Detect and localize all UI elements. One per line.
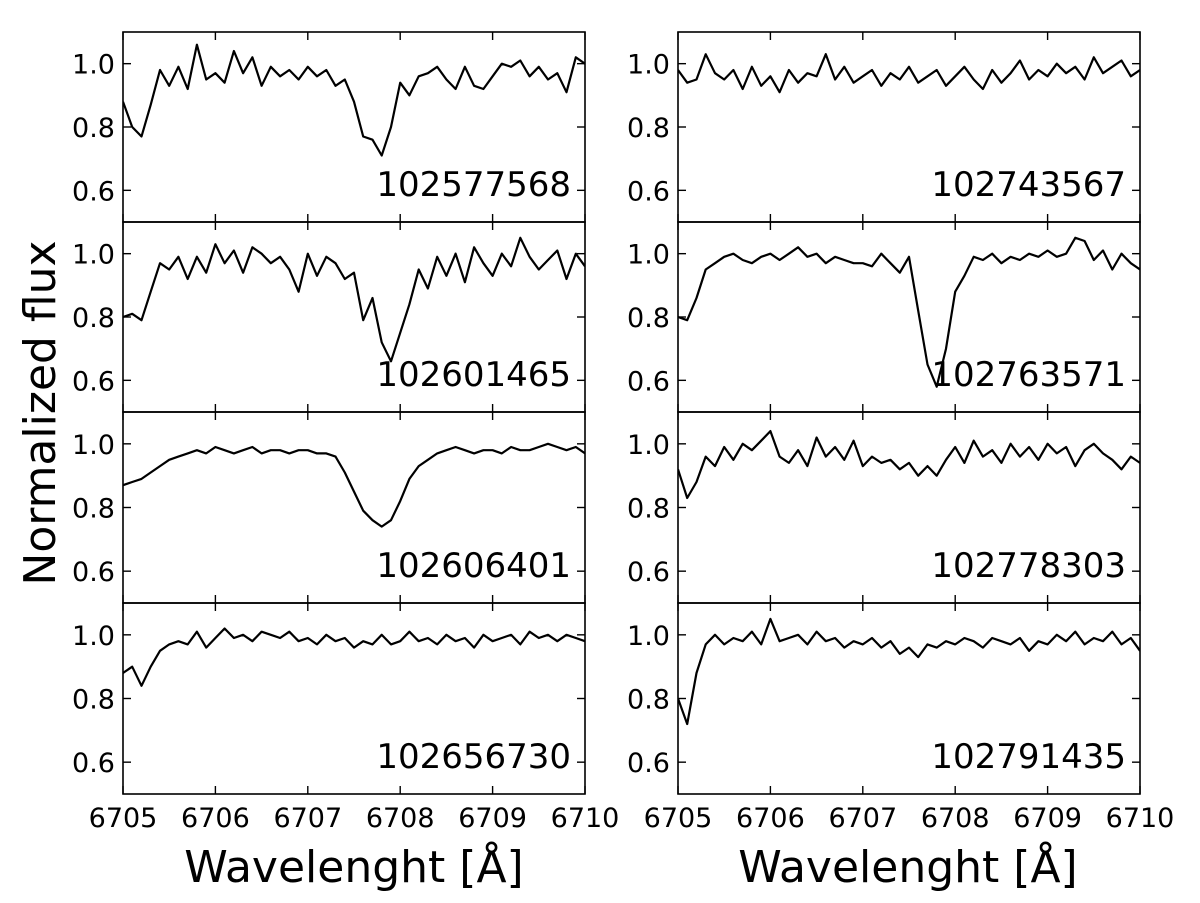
y-tick-label: 0.6 xyxy=(627,366,670,397)
y-tick-label: 0.6 xyxy=(627,748,670,779)
x-tick-label: 6708 xyxy=(366,803,435,834)
x-tick-label: 6710 xyxy=(1106,803,1175,834)
spectrum-line-102577568 xyxy=(123,43,585,157)
panel-label: 102743567 xyxy=(931,165,1126,205)
spectrum-line-102743567 xyxy=(678,53,1140,94)
y-tick-label: 0.8 xyxy=(72,303,115,334)
y-tick-label: 1.0 xyxy=(72,621,115,652)
spectrum-panel-102577568: 0.6 0.8 1.0 102577568 xyxy=(72,31,586,223)
x-tick-label: 6706 xyxy=(736,803,805,834)
y-tick-label: 0.6 xyxy=(72,748,115,779)
y-tick-label: 1.0 xyxy=(627,621,670,652)
x-tick-label: 6707 xyxy=(828,803,897,834)
spectrum-line-102601465 xyxy=(123,236,585,363)
y-tick-label: 0.8 xyxy=(627,685,670,716)
spectrum-line-102656730 xyxy=(123,627,585,687)
y-tick-label: 0.8 xyxy=(627,303,670,334)
x-tick-label: 6705 xyxy=(89,803,158,834)
spectrum-line-102763571 xyxy=(678,236,1140,388)
y-tick-label: 0.8 xyxy=(72,113,115,144)
x-tick-label: 6710 xyxy=(551,803,620,834)
panel-label: 102656730 xyxy=(376,737,571,777)
spectrum-line-102778303 xyxy=(678,430,1140,500)
x-tick-label: 6709 xyxy=(458,803,527,834)
x-tick-label: 6706 xyxy=(181,803,250,834)
x-tick-label: 6708 xyxy=(921,803,990,834)
spectrum-panel-102791435: 0.6 0.8 1.0 6705 6706 6707 6708 6709 6710 1027914… xyxy=(627,602,1175,834)
y-tick-label: 0.6 xyxy=(72,366,115,397)
y-tick-label: 0.8 xyxy=(72,494,115,525)
y-tick-label: 1.0 xyxy=(72,430,115,461)
x-tick-label: 6707 xyxy=(273,803,342,834)
y-tick-label: 0.6 xyxy=(627,557,670,588)
spectrum-panel-102743567: 0.6 0.8 1.0 102743567 xyxy=(627,31,1141,223)
x-axis-label-right: Wavelenght [Å] xyxy=(738,840,1077,893)
spectrum-line-102791435 xyxy=(678,617,1140,726)
spectrum-panel-102606401: 0.6 0.8 1.0 102606401 xyxy=(72,411,586,604)
y-tick-label: 1.0 xyxy=(627,430,670,461)
y-axis-label: Normalized flux xyxy=(15,240,66,585)
panel-label: 102791435 xyxy=(931,737,1126,777)
panels-layer: 0.60.81.01025775680.60.81.01026014650.60… xyxy=(72,31,1175,834)
spectrum-line-102606401 xyxy=(123,442,585,528)
x-tick-label: 6705 xyxy=(644,803,713,834)
y-tick-label: 0.6 xyxy=(72,557,115,588)
panel-label: 102606401 xyxy=(376,546,571,586)
spectrum-panel-102656730: 0.6 0.8 1.0 6705 6706 6707 6708 6709 6710 1026567… xyxy=(72,602,620,834)
panel-label: 102778303 xyxy=(931,546,1126,586)
panel-label: 102763571 xyxy=(931,355,1126,395)
panel-label: 102601465 xyxy=(376,355,571,395)
y-tick-label: 0.6 xyxy=(627,176,670,207)
y-tick-label: 1.0 xyxy=(627,240,670,271)
y-tick-label: 0.8 xyxy=(72,685,115,716)
y-tick-label: 0.8 xyxy=(627,494,670,525)
y-tick-label: 0.6 xyxy=(72,176,115,207)
panel-label: 102577568 xyxy=(376,165,571,205)
y-tick-label: 1.0 xyxy=(627,50,670,81)
x-axis-label-left: Wavelenght [Å] xyxy=(184,840,523,893)
spectrum-panel-102778303: 0.6 0.8 1.0 102778303 xyxy=(627,411,1141,604)
x-tick-label: 6709 xyxy=(1013,803,1082,834)
y-tick-label: 1.0 xyxy=(72,240,115,271)
spectrum-panel-102763571: 0.6 0.8 1.0 102763571 xyxy=(627,221,1141,413)
spectrum-panel-102601465: 0.6 0.8 1.0 102601465 xyxy=(72,221,586,413)
y-tick-label: 1.0 xyxy=(72,50,115,81)
y-tick-label: 0.8 xyxy=(627,113,670,144)
